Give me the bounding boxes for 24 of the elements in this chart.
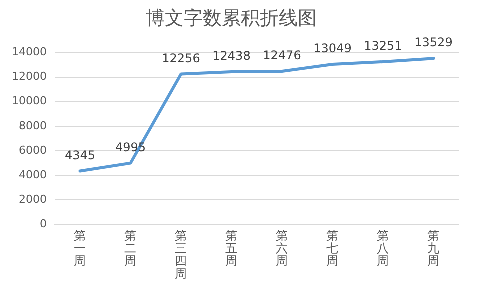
data-label: 13529 — [414, 36, 453, 50]
y-tick-label: 12000 — [12, 70, 47, 84]
x-tick-label: 第二周 — [124, 229, 137, 268]
x-tick-label: 第三四周 — [175, 229, 188, 281]
y-tick-label: 10000 — [12, 94, 47, 108]
x-tick-label: 第八周 — [377, 229, 390, 268]
y-tick-label: 14000 — [12, 46, 47, 59]
y-tick-label: 4000 — [18, 168, 47, 182]
data-label: 12476 — [263, 48, 302, 63]
y-tick-label: 0 — [40, 217, 47, 230]
chart-title: 博文字数累积折线图 — [146, 7, 317, 30]
data-label: 13049 — [314, 42, 352, 56]
x-tick-label: 第五周 — [226, 229, 238, 268]
data-label: 4345 — [64, 148, 96, 162]
x-tick-label: 第九周 — [428, 229, 440, 268]
data-label: 12256 — [162, 51, 200, 66]
y-tick-label: 8000 — [18, 119, 47, 132]
x-tick-label: 第六周 — [276, 229, 288, 268]
data-label: 13251 — [364, 39, 402, 54]
y-tick-label: 2000 — [18, 192, 47, 206]
x-tick-label: 第七周 — [326, 229, 339, 268]
data-label: 12438 — [212, 49, 251, 64]
y-tick-label: 6000 — [18, 144, 47, 157]
x-tick-label: 第一周 — [74, 229, 86, 268]
